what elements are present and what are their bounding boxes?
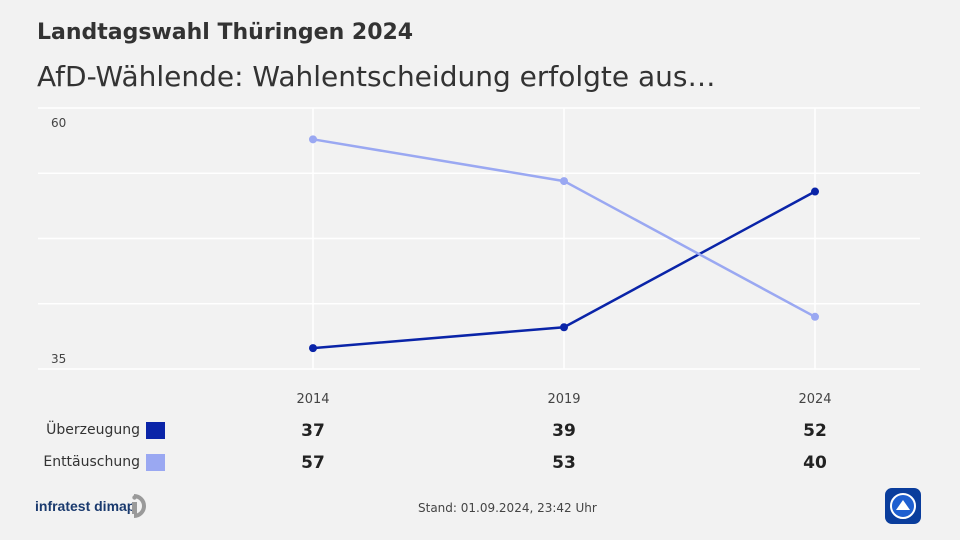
- row-label-enttaeuschung: Enttäuschung: [43, 454, 140, 470]
- y-axis-ticks: 60 35: [51, 116, 66, 366]
- table-cell: 52: [803, 421, 827, 441]
- data-point: [811, 312, 819, 321]
- row-label-ueberzeugung: Überzeugung: [46, 422, 140, 438]
- broadcaster-logo-icon: [885, 488, 921, 524]
- y-tick-bottom: 35: [51, 352, 66, 366]
- data-point: [811, 187, 819, 196]
- x-tick-label: 2024: [798, 392, 831, 407]
- table-cell: 40: [803, 453, 827, 473]
- legend-swatch-enttaeuschung: [146, 454, 165, 471]
- x-axis-ticks: 2014 2019 2024: [296, 392, 831, 407]
- table-cell: 39: [552, 421, 576, 441]
- table-cell: 57: [301, 453, 325, 473]
- table-cell: 37: [301, 421, 325, 441]
- legend-swatch-ueberzeugung: [146, 422, 165, 439]
- timestamp: Stand: 01.09.2024, 23:42 Uhr: [418, 501, 597, 515]
- chart-subtitle: AfD-Wählende: Wahlentscheidung erfolgte …: [37, 60, 716, 93]
- x-tick-label: 2014: [296, 392, 329, 407]
- source-label: infratest dimap: [35, 498, 136, 514]
- data-point: [560, 177, 568, 186]
- series-layer: [309, 135, 819, 353]
- headline: Landtagswahl Thüringen 2024: [37, 20, 414, 45]
- y-tick-top: 60: [51, 116, 66, 130]
- grid-layer: [38, 107, 920, 370]
- data-point: [560, 323, 568, 332]
- source-logo-icon: [132, 494, 146, 518]
- data-point: [309, 135, 317, 144]
- table-cell: 53: [552, 453, 576, 473]
- data-point: [309, 344, 317, 353]
- x-tick-label: 2019: [547, 392, 580, 407]
